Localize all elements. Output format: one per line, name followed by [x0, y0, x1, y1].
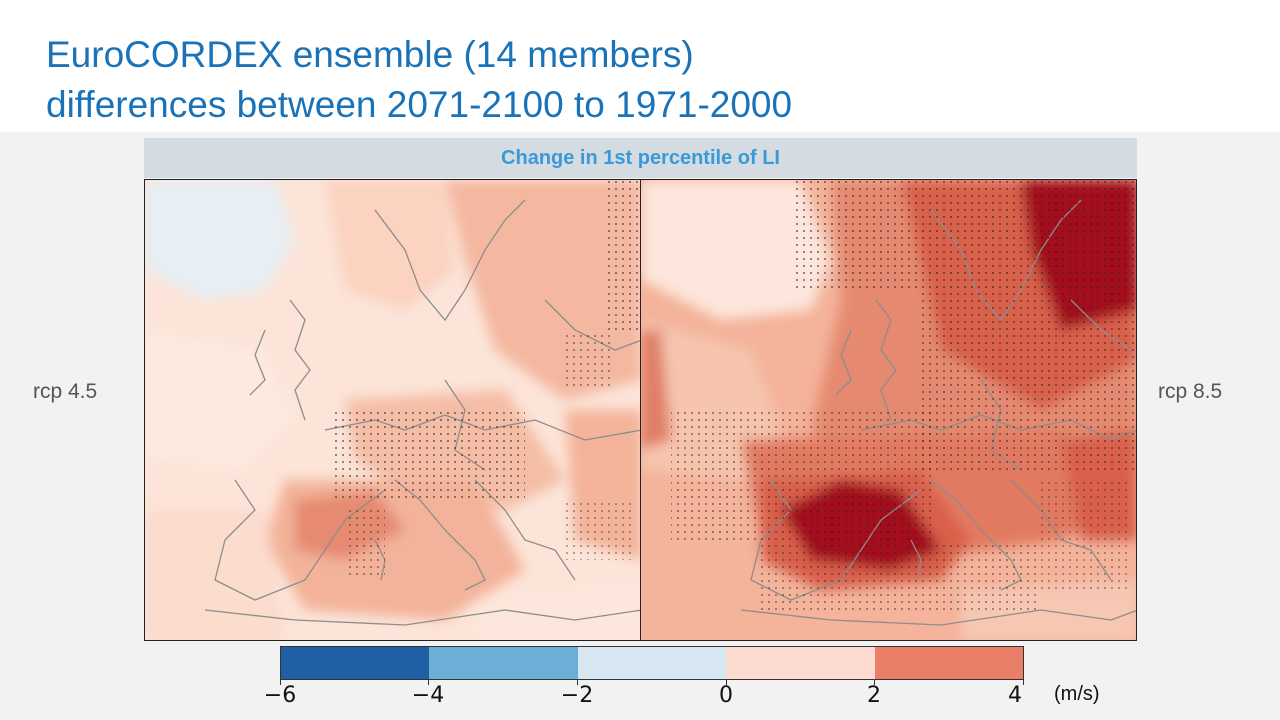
colorbar-segment — [874, 647, 1024, 679]
slide-title-line-2: differences between 2071-2100 to 1971-20… — [46, 84, 793, 125]
colorbar-tick — [726, 680, 727, 685]
colorbar-tick — [577, 680, 578, 685]
rcp45-label: rcp 4.5 — [33, 380, 98, 403]
colorbar-tick-label: 0 — [719, 683, 733, 708]
colorbar-segment — [577, 647, 727, 679]
colorbar-tick — [280, 680, 281, 685]
map-rcp85-image — [641, 180, 1136, 640]
panel-title: Change in 1st percentile of LI — [144, 138, 1137, 178]
colorbar-segment — [281, 647, 430, 679]
colorbar-tick-label: −2 — [560, 683, 594, 708]
colorbar-tick — [874, 680, 875, 685]
map-rcp45-image — [145, 180, 640, 640]
map-rcp45 — [144, 179, 641, 641]
colorbar-tick — [1023, 680, 1024, 685]
colorbar-segment — [726, 647, 875, 679]
colorbar-segment — [429, 647, 578, 679]
panel-title-text: Change in 1st percentile of LI — [501, 146, 780, 169]
slide-title-line-1: EuroCORDEX ensemble (14 members) — [46, 34, 694, 75]
colorbar-tick — [428, 680, 429, 685]
title-band — [0, 0, 1280, 132]
map-rcp85 — [640, 179, 1137, 641]
colorbar-tick-label: −4 — [411, 683, 445, 708]
colorbar — [280, 646, 1024, 680]
rcp85-label: rcp 8.5 — [1158, 380, 1223, 403]
colorbar-tick-label: 4 — [1008, 683, 1022, 708]
units-label: (m/s) — [1054, 683, 1100, 705]
colorbar-tick-label: 2 — [867, 683, 881, 708]
colorbar-tick-label: −6 — [263, 683, 297, 708]
